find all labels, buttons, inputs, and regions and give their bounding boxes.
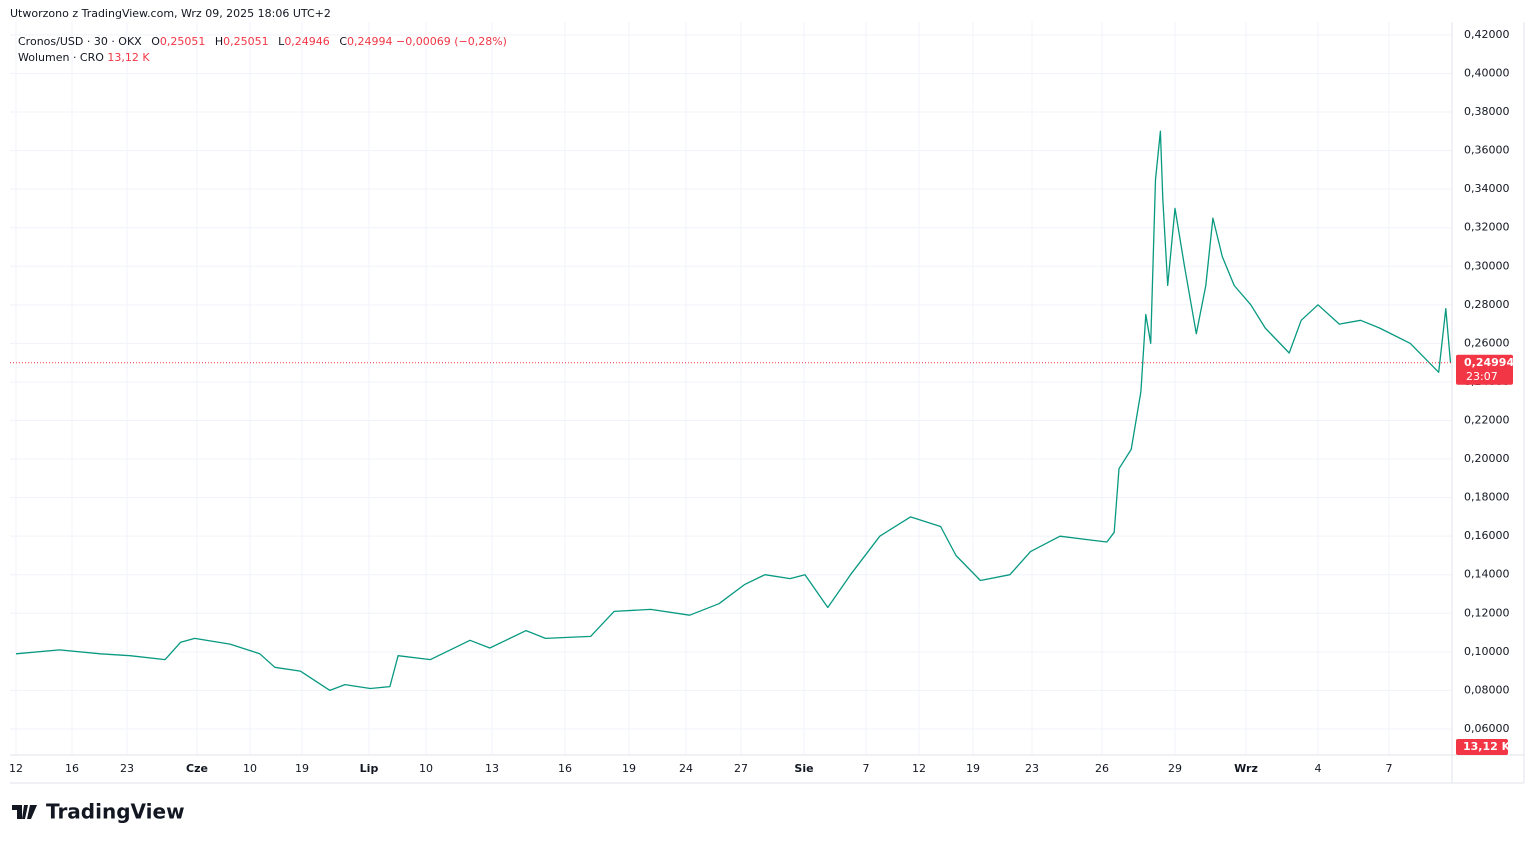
x-tick-label: 10 — [419, 762, 433, 775]
y-tick-label: 0,38000 — [1464, 105, 1510, 118]
x-tick-label: 19 — [295, 762, 309, 775]
y-tick-label: 0,32000 — [1464, 221, 1510, 234]
countdown: 23:07 — [1466, 370, 1498, 383]
last-price-label: 0,24994 — [1464, 356, 1514, 369]
open: 0,25051 — [160, 35, 206, 48]
l-label: L — [278, 35, 285, 48]
y-tick-label: 0,10000 — [1464, 645, 1510, 658]
last-price-box — [1456, 354, 1513, 385]
brand: TradingView — [46, 800, 185, 824]
x-tick-label: 19 — [966, 762, 980, 775]
x-tick-label: 12 — [912, 762, 926, 775]
x-tick-label: 7 — [863, 762, 870, 775]
volume-value: 13,12 K — [107, 51, 150, 64]
x-tick-label: 19 — [622, 762, 636, 775]
symbol: Cronos/USD · 30 · OKX — [18, 35, 142, 48]
x-tick-label: 24 — [679, 762, 693, 775]
x-tick-label: Wrz — [1234, 762, 1258, 775]
x-tick-label: 12 — [9, 762, 23, 775]
x-tick-label: 23 — [120, 762, 134, 775]
y-tick-label: 0,34000 — [1464, 182, 1510, 195]
logo-mark — [12, 805, 37, 819]
y-tick-label: 0,20000 — [1464, 452, 1510, 465]
y-tick-label: 0,26000 — [1464, 336, 1510, 349]
c-label: C — [339, 35, 347, 48]
price-line — [15, 130, 1452, 692]
x-tick-label: 23 — [1025, 762, 1039, 775]
volume-box — [1456, 739, 1508, 755]
high: 0,25051 — [223, 35, 269, 48]
x-tick-label: Lip — [360, 762, 379, 775]
close: 0,24994 — [347, 35, 393, 48]
y-tick-label: 0,36000 — [1464, 144, 1510, 157]
change: −0,00069 (−0,28%) — [396, 35, 507, 48]
created-note: Utworzono z TradingView.com, Wrz 09, 202… — [10, 7, 331, 20]
x-tick-label: 10 — [243, 762, 257, 775]
y-tick-label: 0,28000 — [1464, 298, 1510, 311]
y-tick-label: 0,30000 — [1464, 259, 1510, 272]
y-tick-label: 0,12000 — [1464, 606, 1510, 619]
y-tick-label: 0,08000 — [1464, 683, 1510, 696]
y-tick-label: 0,16000 — [1464, 529, 1510, 542]
x-tick-label: Cze — [186, 762, 208, 775]
x-tick-label: 13 — [485, 762, 499, 775]
x-tick-label: 4 — [1315, 762, 1322, 775]
y-tick-label: 0,18000 — [1464, 491, 1510, 504]
x-tick-label: 29 — [1168, 762, 1182, 775]
logo: TradingView — [12, 800, 185, 824]
y-tick-label: 0,22000 — [1464, 414, 1510, 427]
legend: Cronos/USD · 30 · OKX O0,25051 H0,25051 … — [18, 35, 507, 48]
x-tick-label: Sie — [794, 762, 813, 775]
x-tick-label: 26 — [1095, 762, 1109, 775]
plot — [10, 130, 1452, 692]
y-tick-label: 0,06000 — [1464, 722, 1510, 735]
x-tick-label: 27 — [734, 762, 748, 775]
y-tick-label: 0,40000 — [1464, 66, 1510, 79]
x-tick-label: 7 — [1386, 762, 1393, 775]
volume-label: 13,12 K — [1463, 740, 1511, 753]
x-tick-label: 16 — [65, 762, 79, 775]
y-tick-label: 0,14000 — [1464, 568, 1510, 581]
o-label: O — [151, 35, 160, 48]
x-tick-label: 16 — [558, 762, 572, 775]
volume-legend: Wolumen · CRO 13,12 K — [18, 51, 150, 64]
y-tick-label: 0,42000 — [1464, 28, 1510, 41]
h-label: H — [215, 35, 223, 48]
low: 0,24946 — [284, 35, 330, 48]
volume-title: Wolumen · CRO — [18, 51, 104, 64]
